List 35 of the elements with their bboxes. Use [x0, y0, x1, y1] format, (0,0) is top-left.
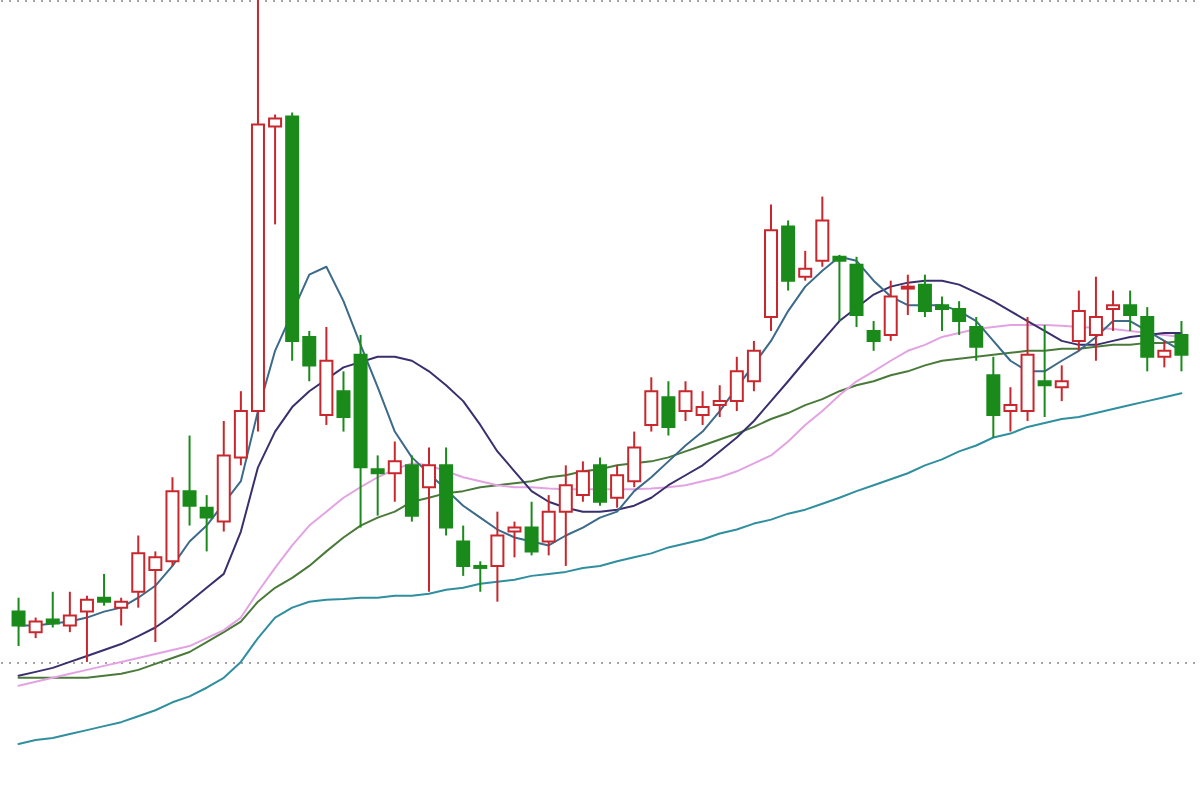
candlestick [199, 494, 214, 553]
candlestick [97, 572, 112, 607]
candlestick [986, 355, 1001, 439]
candlestick [62, 590, 77, 634]
candlestick [507, 520, 522, 559]
candlestick [1174, 320, 1189, 373]
candlestick [79, 594, 94, 663]
candlestick [644, 376, 659, 433]
candlestick [1106, 289, 1121, 332]
candlestick [661, 380, 676, 437]
candlestick [28, 616, 43, 640]
candlestick [387, 440, 402, 503]
candlestick [11, 596, 26, 648]
candlestick [1123, 289, 1138, 332]
candlestick [900, 273, 915, 317]
candlestick [798, 249, 813, 282]
candlestick [1054, 364, 1069, 403]
candlestick [1157, 339, 1172, 369]
candlestick [1037, 324, 1052, 419]
candlestick [336, 370, 351, 433]
candlestick [370, 454, 385, 517]
candlestick [832, 253, 847, 323]
candlestick [866, 320, 881, 352]
candlestick [524, 500, 539, 557]
candlestick [490, 510, 505, 603]
candlestick [1003, 386, 1018, 433]
candlestick [593, 456, 607, 507]
candlestick [1140, 306, 1155, 373]
candlestick [182, 434, 197, 527]
candlestick [421, 446, 436, 593]
candlestick [883, 279, 898, 342]
candlestick [45, 590, 60, 629]
candlestick [114, 596, 129, 627]
candlestick [969, 316, 984, 362]
candlestick [815, 195, 830, 268]
